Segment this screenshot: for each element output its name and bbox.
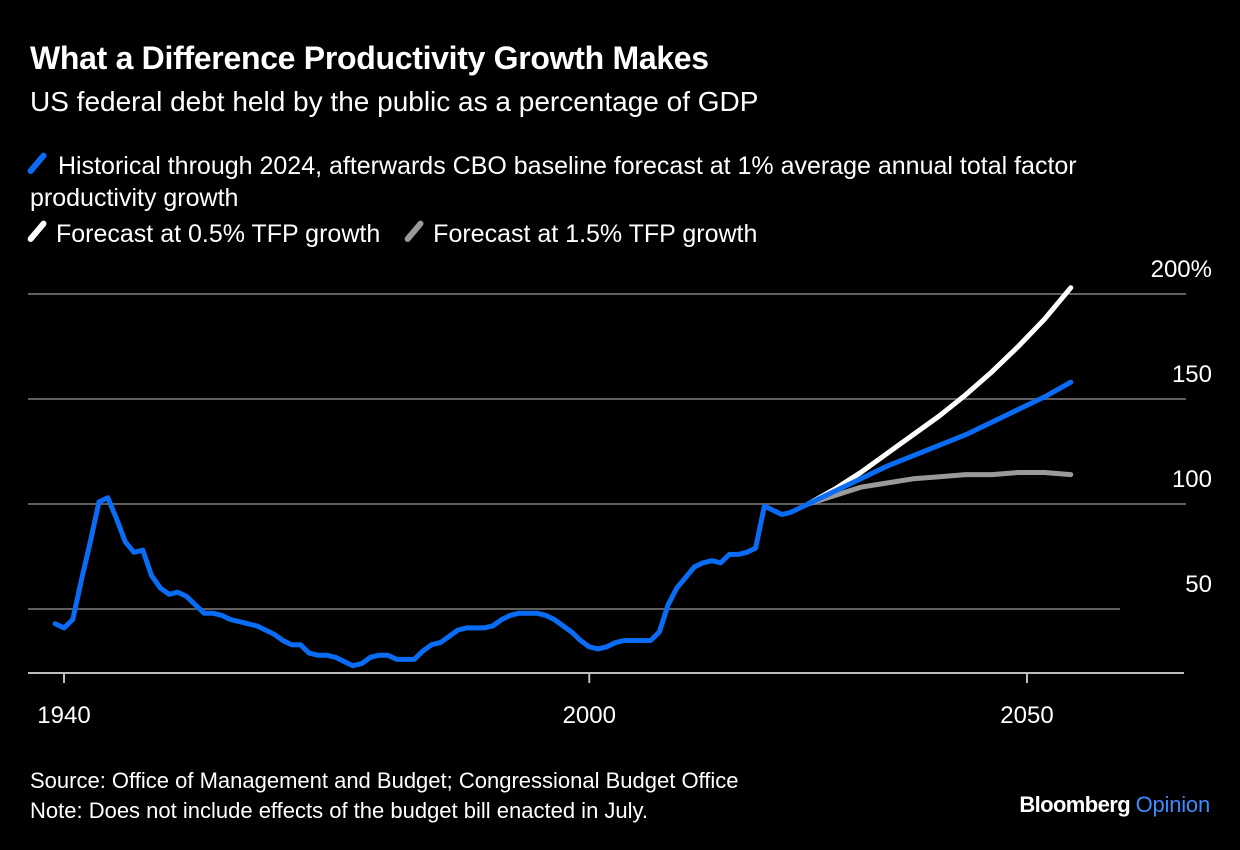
brand-logo: Bloomberg Opinion (1019, 792, 1210, 818)
series-line-high-tfp (805, 470, 1074, 507)
gridlines (28, 293, 1186, 610)
chart-title: What a Difference Productivity Growth Ma… (30, 40, 709, 76)
y-tick-label-100: 100 (1172, 466, 1212, 493)
legend-row-secondary: Forecast at 0.5% TFP growth Forecast at … (26, 216, 777, 250)
tick-labels: 50 100 150 200% 1940 2000 2050 (37, 256, 1212, 729)
legend-item-low-tfp: Forecast at 0.5% TFP growth (26, 216, 381, 250)
y-tick-label-200: 200% (1151, 256, 1212, 283)
footnote: Note: Does not include effects of the bu… (30, 798, 649, 823)
x-tick-label-2050: 2050 (1000, 702, 1053, 729)
brand-name: Bloomberg (1019, 792, 1131, 817)
series-line-low-tfp (805, 285, 1074, 507)
footer: Source: Office of Management and Budget;… (30, 766, 739, 826)
y-tick-label-150: 150 (1172, 361, 1212, 388)
y-tick-label-50: 50 (1185, 571, 1212, 598)
series-lines (52, 285, 1074, 669)
x-tick-label-1940: 1940 (37, 702, 90, 729)
chart-subtitle: US federal debt held by the public as a … (30, 86, 759, 117)
brand-sub: Opinion (1135, 792, 1211, 817)
legend-label-high-tfp: Forecast at 1.5% TFP growth (433, 220, 758, 248)
x-tick-label-2000: 2000 (563, 702, 616, 729)
source-note: Source: Office of Management and Budget;… (30, 768, 739, 793)
legend-label-low-tfp: Forecast at 0.5% TFP growth (56, 220, 381, 248)
x-axis (28, 672, 1184, 683)
legend-item-baseline: Historical through 2024, afterwards CBO … (26, 148, 1180, 214)
series-line-baseline (52, 379, 1074, 669)
legend-row-primary: Historical through 2024, afterwards CBO … (26, 148, 1200, 214)
legend-label-baseline: Historical through 2024, afterwards CBO … (30, 152, 1077, 212)
legend-item-high-tfp: Forecast at 1.5% TFP growth (403, 216, 758, 250)
